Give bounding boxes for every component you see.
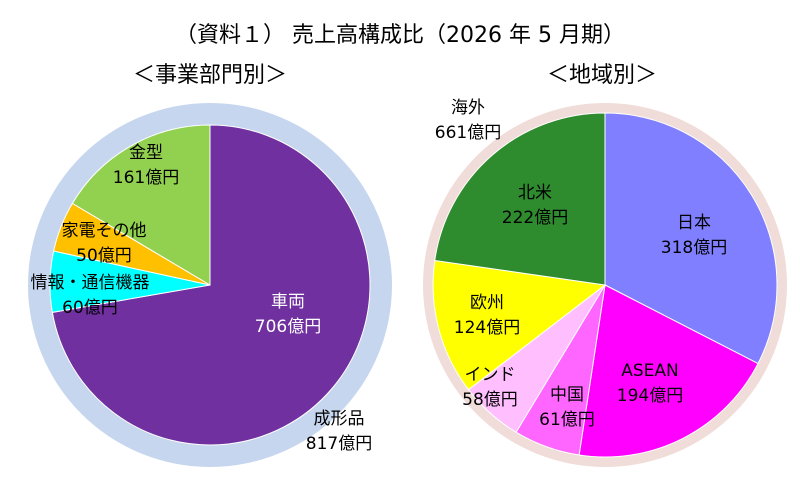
slice-label-5-value: 222億円 (502, 208, 568, 228)
slice-label-1-name: ASEAN (621, 361, 679, 381)
slice-label-3: インド 58億円 (462, 365, 518, 410)
slice-label-2-name: 中国 (550, 385, 584, 405)
slice-label-4-name: 欧州 (470, 293, 504, 313)
outer-label: 成形品 817億円 (306, 409, 372, 454)
pie-slice-0 (51, 124, 371, 446)
slice-label-0-name: 日本 (677, 213, 711, 233)
slice-label-3-name: インド (465, 365, 516, 385)
slice-label-3-name: 金型 (129, 143, 163, 163)
slice-label-1-value: 194億円 (617, 386, 683, 406)
slice-label-3-value: 161億円 (113, 168, 179, 188)
slice-label-2-value: 50億円 (76, 246, 132, 266)
slice-label-2: 中国 61億円 (539, 385, 595, 430)
slice-label-5: 北米 222億円 (502, 183, 568, 228)
outer-label-value: 817億円 (306, 434, 372, 454)
slice-label-3: 金型 161億円 (113, 143, 179, 188)
left-pie-chart (28, 103, 392, 467)
pie-slice-3 (71, 124, 211, 286)
outer-label-value: 661億円 (435, 123, 501, 143)
right-chart-subtitle: ＜地域別＞ (547, 63, 657, 88)
slice-label-4: 欧州 124億円 (454, 293, 520, 338)
slice-label-0: 車両 706億円 (255, 292, 321, 337)
slice-label-1-name: 情報・通信機器 (31, 273, 150, 293)
slice-label-0-name: 車両 (271, 292, 305, 312)
slice-label-1: ASEAN 194億円 (617, 361, 683, 406)
right-pie-chart (423, 103, 787, 467)
slice-label-2-name: 家電その他 (62, 221, 147, 241)
pie-slice-0 (604, 112, 778, 365)
slice-label-0-value: 706億円 (255, 317, 321, 337)
chart-title: （資料１） 売上高構成比（2026 年 5 月期） (175, 23, 625, 48)
outer-label-name: 成形品 (314, 409, 365, 429)
slice-label-2-value: 61億円 (539, 410, 595, 430)
slice-label-5-name: 北米 (518, 183, 552, 203)
slice-label-0: 日本 318億円 (661, 213, 727, 258)
slice-label-2: 家電その他 50億円 (62, 221, 147, 266)
slice-label-3-value: 58億円 (462, 390, 518, 410)
left-chart-subtitle: ＜事業部門別＞ (133, 63, 287, 88)
pie-slice-1 (578, 284, 759, 458)
outer-label-name: 海外 (451, 98, 485, 118)
pie-slice-5 (434, 112, 606, 286)
slice-label-1-value: 60億円 (62, 298, 118, 318)
slice-label-4-value: 124億円 (454, 318, 520, 338)
pie-slice-4 (432, 259, 607, 391)
outer-label: 海外 661億円 (435, 98, 501, 143)
slice-label-0-value: 318億円 (661, 238, 727, 258)
slice-label-1: 情報・通信機器 60億円 (31, 273, 150, 318)
